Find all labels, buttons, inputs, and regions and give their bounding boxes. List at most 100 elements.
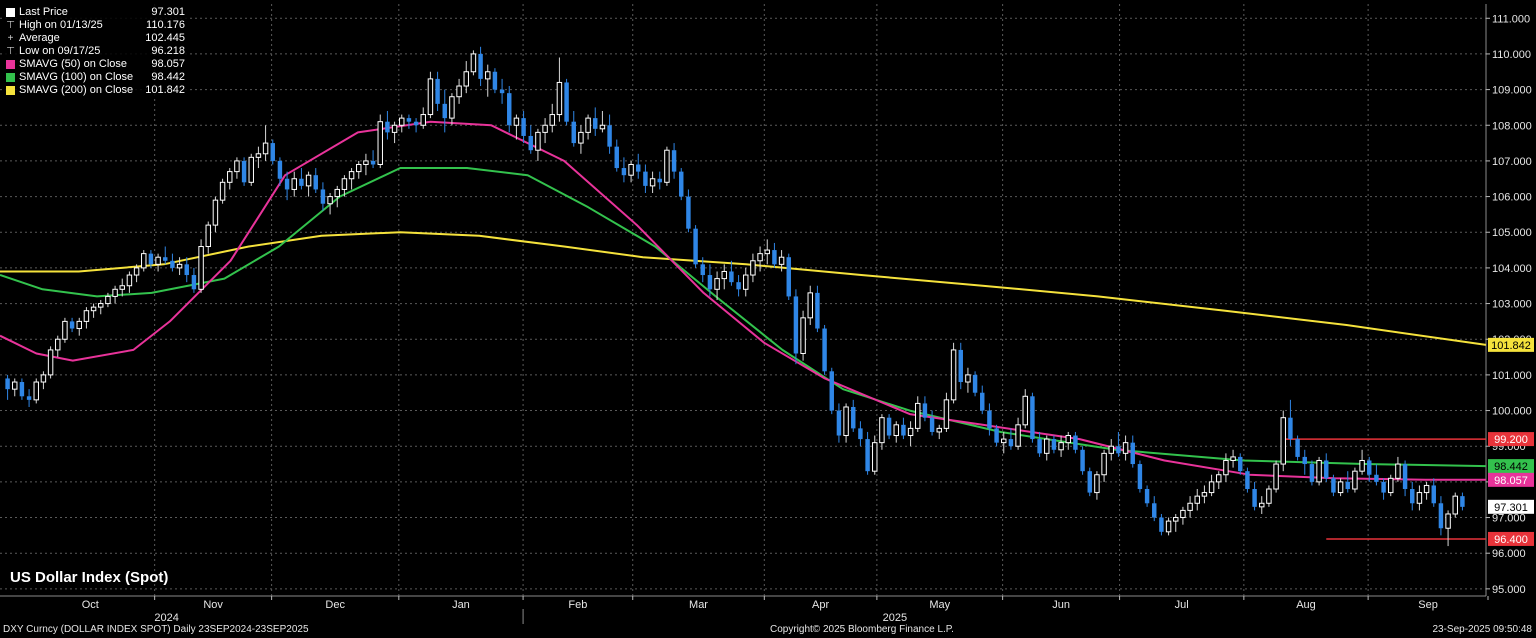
candle-body	[1331, 478, 1336, 493]
candle	[943, 392, 950, 432]
y-tick-label: 111.000	[1492, 13, 1530, 25]
candle	[1058, 435, 1064, 457]
candle	[499, 78, 505, 104]
candle-body	[305, 174, 312, 187]
candle	[205, 221, 211, 254]
candle-body	[621, 168, 627, 176]
candle	[1073, 431, 1078, 454]
y-tick-label: 108.000	[1492, 120, 1532, 132]
legend-item: SMAVG (200) on Close 101.842	[4, 84, 185, 97]
candle-body	[148, 253, 154, 265]
y-tick-label: 95.000	[1492, 584, 1526, 596]
candle	[1316, 456, 1322, 486]
candle	[377, 114, 383, 169]
candle	[743, 267, 749, 297]
candle	[26, 389, 32, 407]
candle-body	[836, 410, 842, 436]
candle	[958, 342, 963, 390]
candle-body	[513, 117, 520, 126]
candle	[729, 260, 734, 286]
candle-body	[1194, 495, 1200, 504]
candle	[270, 139, 275, 165]
candle-body	[170, 260, 175, 268]
grid	[0, 4, 1487, 597]
legend-item: ⊤ Low on 09/17/25 96.218	[4, 45, 185, 58]
candle-body	[1094, 474, 1100, 494]
candle-body	[1452, 495, 1458, 515]
candle-body	[1180, 509, 1186, 519]
candle-body	[1445, 513, 1451, 529]
candle-body	[1144, 489, 1150, 504]
candle	[1423, 481, 1430, 500]
candle	[212, 196, 219, 233]
candle	[1208, 474, 1215, 497]
candle	[262, 125, 269, 161]
candle-body	[98, 303, 104, 308]
candle	[901, 417, 906, 440]
candle	[12, 378, 18, 397]
candle	[391, 121, 398, 144]
price-marker-box	[1488, 531, 1534, 546]
candle	[950, 342, 957, 404]
candle	[636, 153, 641, 179]
candle	[1410, 481, 1415, 511]
candle	[1452, 492, 1458, 518]
candle-body	[413, 121, 419, 126]
candle-body	[1381, 481, 1386, 493]
candle	[1008, 428, 1014, 450]
candle	[1187, 496, 1193, 518]
candle	[1152, 496, 1157, 522]
candle	[578, 125, 584, 154]
candle-body	[105, 295, 111, 305]
candle-body	[556, 81, 563, 116]
candle-body	[649, 178, 656, 187]
candle	[1266, 485, 1272, 507]
candle-body	[643, 171, 648, 186]
candle-body	[1030, 396, 1035, 440]
candle-body	[614, 146, 619, 169]
candle-body	[807, 292, 813, 319]
candle-body	[348, 171, 355, 180]
footer-timestamp: 23-Sep-2025 09:50:48	[1432, 624, 1532, 635]
candle-body	[1051, 439, 1057, 450]
candle-body	[929, 417, 935, 432]
candle-body	[1122, 442, 1129, 454]
candle-body	[119, 285, 125, 290]
candle-body	[764, 249, 770, 255]
candle	[1044, 435, 1050, 461]
candle	[1201, 485, 1208, 504]
candle	[1001, 431, 1007, 454]
price-marker: 101.842	[1488, 337, 1534, 352]
legend-item: SMAVG (50) on Close 98.057	[4, 58, 185, 71]
candle	[1022, 389, 1028, 429]
candle-body	[126, 274, 133, 287]
candle	[764, 239, 770, 265]
price-marker-label: 101.842	[1491, 340, 1531, 352]
candle	[585, 114, 591, 140]
candle-body	[535, 131, 541, 151]
moving-averages	[0, 120, 1487, 481]
candle-body	[1230, 456, 1236, 461]
price-marker-box	[1488, 459, 1534, 474]
candle	[1309, 460, 1315, 486]
candle-body	[599, 124, 606, 130]
candle-body	[234, 160, 240, 173]
footer-left: DXY Curncy (DOLLAR INDEX SPOT) Daily 23S…	[3, 624, 309, 635]
candle-body	[1080, 449, 1085, 472]
candle	[133, 264, 140, 283]
candle	[1194, 489, 1200, 511]
candle	[1223, 453, 1229, 482]
candle-body	[1337, 481, 1344, 494]
candle	[291, 171, 297, 197]
candle	[965, 367, 971, 393]
y-tick-label: 110.000	[1492, 49, 1531, 61]
price-marker-label: 98.057	[1494, 475, 1528, 487]
x-tick-label: May	[929, 599, 950, 611]
candle	[1273, 460, 1279, 493]
candle-body	[521, 118, 526, 136]
candle-body	[1302, 456, 1307, 465]
candle-body	[528, 135, 533, 151]
candle-body	[1309, 464, 1315, 482]
candle	[1065, 431, 1071, 450]
candle	[1359, 449, 1365, 475]
